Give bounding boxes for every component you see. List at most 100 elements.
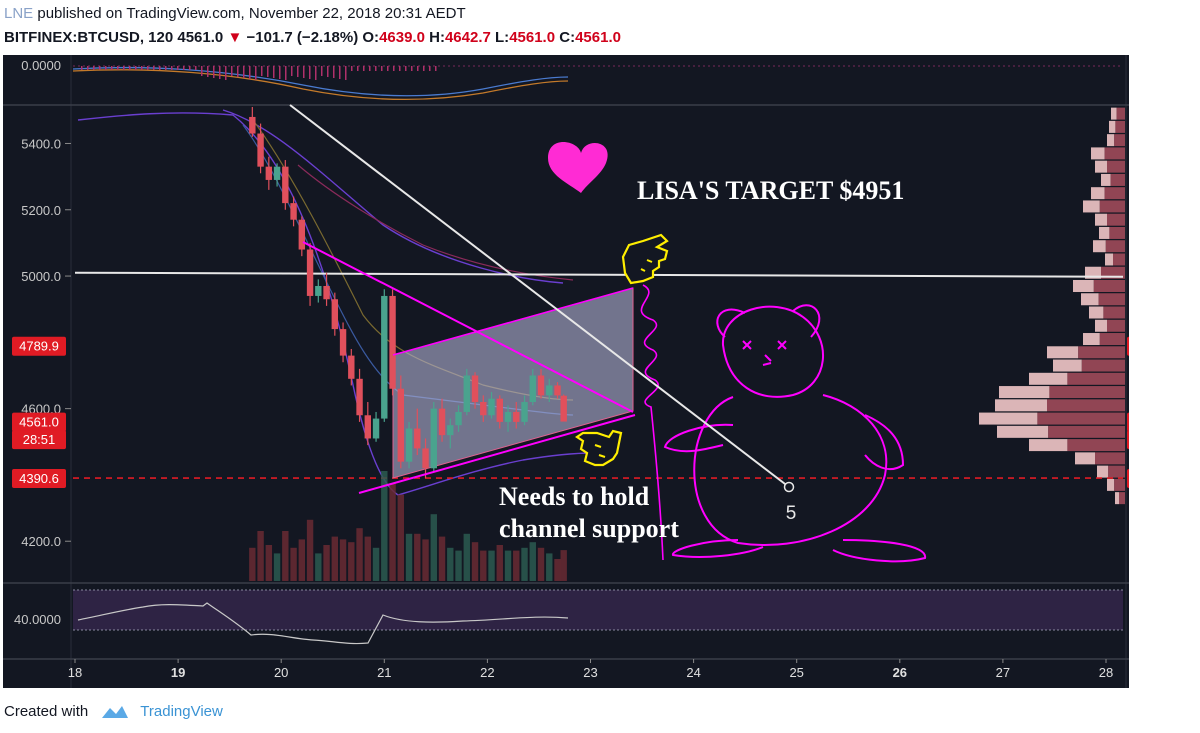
profile-bar-dark: [1067, 439, 1125, 452]
wedge-upper-line: [302, 241, 634, 413]
osc-histogram-bar: [333, 66, 335, 78]
osc-histogram-bar: [171, 66, 173, 70]
profile-bar-light: [1083, 333, 1100, 346]
profile-bar-dark: [1119, 492, 1125, 505]
profile-bar-light: [979, 412, 1038, 425]
high-value: 4642.7: [444, 29, 491, 46]
osc-histogram-bar: [417, 66, 419, 71]
tradingview-logo-icon[interactable]: [100, 704, 130, 720]
last-price: 4561.0: [177, 29, 224, 46]
profile-bar-dark: [1078, 346, 1125, 359]
ohlc-header: BITFINEX:BTCUSD, 120 4561.0 ▼ −101.7 (−2…: [4, 29, 621, 46]
osc-histogram-bar: [255, 66, 257, 80]
osc-histogram-bar: [87, 66, 89, 70]
profile-bar-dark: [1037, 412, 1125, 425]
profile-bar-dark: [1114, 134, 1125, 147]
profile-bar-light: [1097, 465, 1109, 478]
volume-bar: [298, 539, 306, 581]
candle-body: [447, 425, 454, 436]
osc-histogram-bar: [189, 66, 191, 70]
profile-bar-light: [1095, 213, 1107, 226]
osc-histogram-bar: [213, 66, 215, 78]
osc-histogram-bar: [387, 66, 389, 71]
osc-histogram-bar: [177, 66, 179, 70]
volume-bar: [422, 539, 429, 581]
bear-right-leg: [832, 539, 926, 563]
volume-bar: [513, 550, 520, 581]
candle-body: [372, 418, 380, 439]
volume-profile: [979, 107, 1125, 505]
profile-bar-dark: [1099, 333, 1125, 346]
profile-bar-dark: [1048, 425, 1125, 438]
volume-bar: [257, 531, 264, 581]
osc-histogram-bar: [369, 66, 371, 71]
support-annotation-line2: channel support: [499, 514, 679, 543]
volume-bar: [364, 536, 372, 581]
volume-bar: [290, 547, 297, 581]
volume-bar: [471, 542, 479, 581]
profile-bar-light: [1047, 346, 1079, 359]
osc-histogram-bar: [195, 66, 197, 70]
osc-histogram-bar: [117, 66, 119, 70]
profile-bar-dark: [1099, 200, 1125, 213]
candle-body: [282, 166, 289, 204]
tradingview-link[interactable]: TradingView: [140, 703, 223, 720]
candle-body: [529, 375, 536, 403]
profile-bar-light: [1095, 160, 1107, 173]
author-name[interactable]: LNE: [4, 5, 34, 22]
price-chart[interactable]: 0.0000 0.0000 5400.05400.05200.05200.050…: [3, 55, 1181, 688]
symbol-label: BITFINEX:BTCUSD, 120: [4, 29, 174, 46]
down-arrow-icon: ▼: [227, 29, 243, 46]
profile-bar-light: [1111, 107, 1117, 120]
price-tag-left: [12, 336, 66, 356]
price-tag-left: [12, 430, 66, 450]
candle-body: [298, 219, 306, 250]
osc-histogram-bar: [153, 66, 155, 70]
x-tick-label: 24: [686, 665, 700, 680]
osc-histogram-bar: [339, 66, 341, 79]
volume-bar: [521, 547, 528, 581]
osc-histogram-bar: [321, 66, 323, 76]
profile-bar-dark: [1115, 120, 1125, 133]
osc-histogram-bar: [375, 66, 377, 71]
profile-bar-light: [1053, 359, 1082, 372]
osc-histogram-bar: [363, 66, 365, 71]
osc-histogram-bar: [309, 66, 311, 79]
profile-bar-dark: [1049, 386, 1125, 399]
profile-bar-light: [1091, 187, 1105, 200]
chart-area[interactable]: 0.0000 0.0000 5400.05400.05200.05200.050…: [3, 55, 1181, 688]
profile-bar-light: [1107, 478, 1115, 491]
candle-body: [315, 285, 322, 296]
profile-bar-light: [1075, 452, 1095, 465]
osc-histogram-bar: [159, 66, 161, 70]
profile-bar-light: [1101, 173, 1111, 186]
open-value: 4639.0: [379, 29, 425, 46]
candle-body: [364, 415, 372, 439]
profile-bar-light: [1073, 279, 1094, 292]
volume-bar: [306, 519, 314, 581]
profile-bar-dark: [1109, 226, 1125, 239]
osc-histogram-bar: [105, 66, 107, 70]
candlesticks: [249, 107, 567, 479]
volume-bar: [331, 536, 339, 581]
osc-histogram-bar: [207, 66, 209, 77]
volume-bar: [356, 528, 363, 581]
bear-eyes: [742, 340, 787, 350]
y-tick-label-left: 5000.0: [21, 269, 61, 284]
osc-histogram-bar: [237, 66, 239, 77]
profile-bar-dark: [1110, 173, 1125, 186]
profile-bar-light: [1029, 439, 1068, 452]
price-tag-right: [1127, 336, 1181, 356]
publish-text: published on TradingView.com, November 2…: [33, 5, 466, 22]
profile-bar-dark: [1114, 478, 1125, 491]
volume-bar: [537, 547, 545, 581]
candle-body: [430, 408, 437, 469]
candle-body: [471, 375, 479, 403]
rsi-line: [77, 602, 569, 645]
candle-body: [405, 428, 413, 462]
osc-histogram-bar: [225, 66, 227, 80]
price-tag-left-text: 28:51: [23, 432, 56, 447]
profile-bar-light: [1029, 372, 1068, 385]
profile-bar-dark: [1105, 240, 1125, 253]
y-tick-label-left: 4200.0: [21, 534, 61, 549]
